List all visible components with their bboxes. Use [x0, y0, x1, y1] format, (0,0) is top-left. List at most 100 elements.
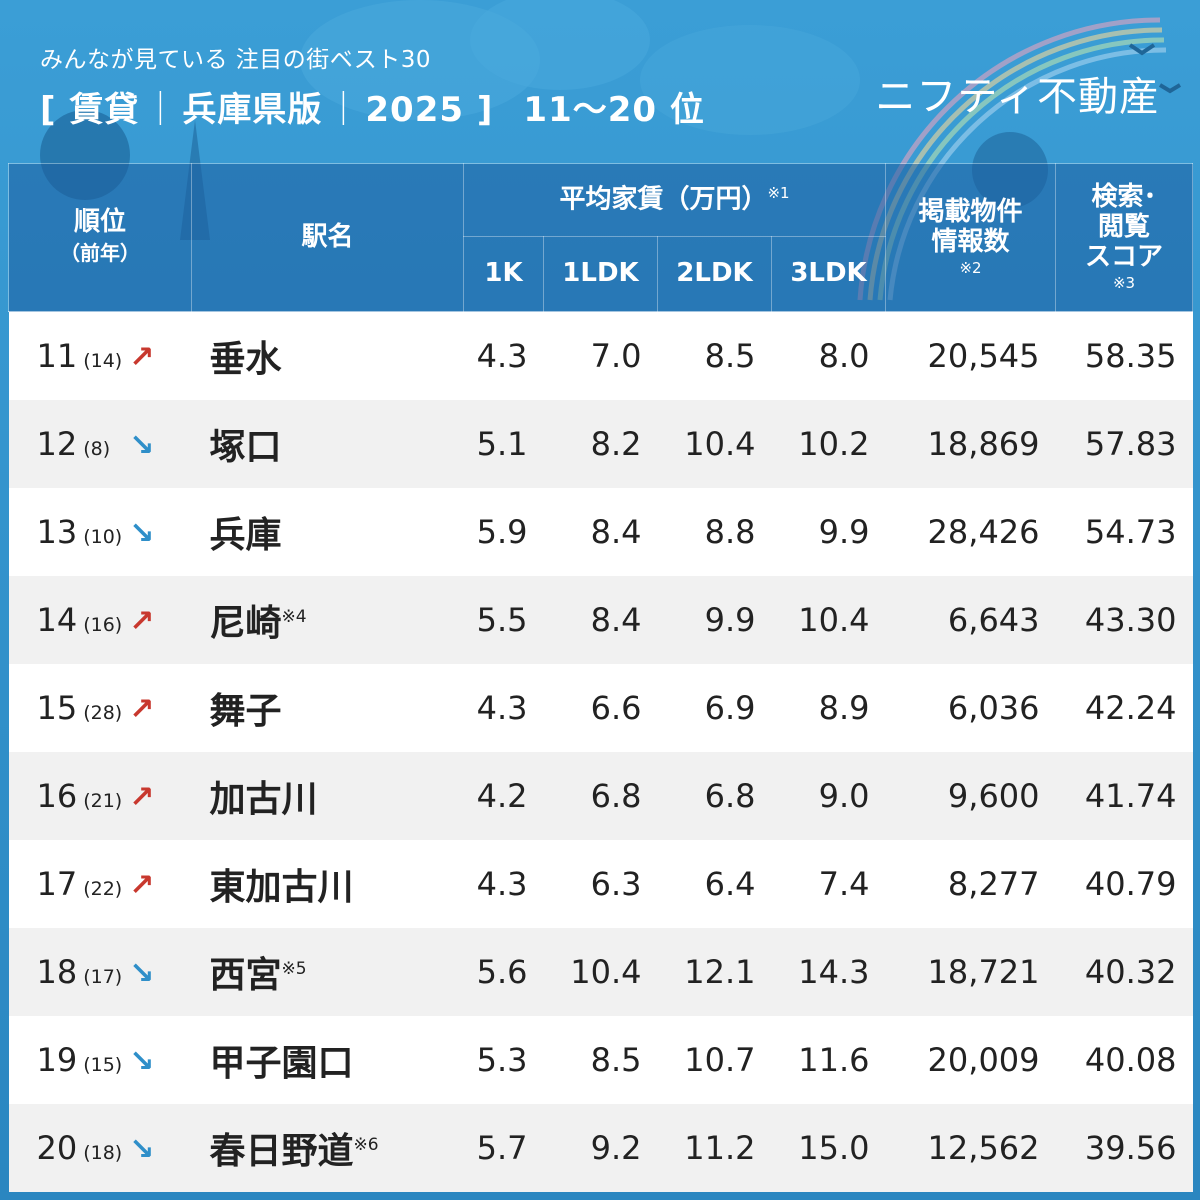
rent-3ldk: 15.0 [771, 1104, 886, 1192]
search-score: 42.24 [1055, 664, 1193, 752]
header-rank-label: 順位 [73, 206, 126, 237]
rent-3ldk: 10.2 [771, 400, 886, 488]
previous-rank: (22) [83, 878, 123, 900]
table-row: 14 (16) ↗ 尼崎※4 5.5 8.4 9.9 10.4 6,643 43.30 [8, 576, 1193, 664]
search-score: 54.73 [1055, 488, 1193, 576]
previous-rank: (16) [83, 614, 123, 636]
search-score: 58.35 [1055, 311, 1193, 400]
trend-up-icon: ↗ [129, 868, 155, 903]
station-name: 東加古川 [209, 867, 354, 908]
brand-logo: ニフティ不動産 [875, 74, 1160, 120]
header-listings: 掲載物件 情報数 ※2 [885, 163, 1057, 312]
header-rent-label: 平均家賃（万円） [559, 184, 768, 215]
rank-cell: 13 (10) ↘ [8, 488, 192, 576]
rent-3ldk: 9.9 [771, 488, 886, 576]
station-cell: 加古川 [191, 752, 464, 840]
rank-cell: 17 (22) ↗ [8, 840, 192, 928]
listings-count: 12,562 [885, 1104, 1056, 1192]
header-score-note: ※3 [1112, 273, 1136, 292]
previous-rank: (14) [83, 350, 123, 372]
rank-number: 14 [36, 601, 78, 639]
rent-2ldk: 12.1 [657, 928, 772, 1016]
search-score: 39.56 [1055, 1104, 1193, 1192]
rent-3ldk: 7.4 [771, 840, 886, 928]
table-row: 15 (28) ↗ 舞子 4.3 6.6 6.9 8.9 6,036 42.24 [8, 664, 1193, 752]
rent-1ldk: 8.4 [543, 488, 658, 576]
trend-down-icon: ↘ [129, 956, 155, 991]
listings-count: 6,643 [885, 576, 1056, 664]
rank-number: 19 [36, 1041, 78, 1079]
station-name: 垂水 [209, 339, 282, 380]
rent-2ldk: 8.5 [657, 311, 772, 400]
search-score: 40.08 [1055, 1016, 1193, 1104]
header-score: 検索･ 閲覧 スコア ※3 [1055, 163, 1194, 312]
rank-number: 13 [36, 513, 78, 551]
listings-count: 18,869 [885, 400, 1056, 488]
header-1ldk: 1LDK [543, 236, 658, 312]
title-prefecture: 兵庫県版 [182, 90, 323, 130]
search-score: 57.83 [1055, 400, 1193, 488]
table-row: 18 (17) ↘ 西宮※5 5.6 10.4 12.1 14.3 18,721 40.32 [8, 928, 1193, 1016]
rent-1ldk: 6.8 [543, 752, 658, 840]
station-name: 塚口 [209, 427, 282, 468]
rent-1k: 4.3 [463, 664, 544, 752]
listings-count: 18,721 [885, 928, 1056, 1016]
header-3ldk: 3LDK [770, 236, 887, 312]
header: みんなが見ている 注目の街ベスト30 [ 賃貸｜兵庫県版｜ 2025 ] 11〜20… [0, 0, 1200, 165]
rent-3ldk: 14.3 [771, 928, 886, 1016]
rent-1ldk: 8.2 [543, 400, 658, 488]
title-year: 2025 ] [365, 90, 494, 130]
title-open: [ 賃貸 [40, 90, 140, 130]
trend-down-icon: ↘ [129, 428, 155, 463]
rent-1ldk: 8.5 [543, 1016, 658, 1104]
station-name: 春日野道 [209, 1131, 354, 1172]
header-rent: 平均家賃（万円）※1 [462, 163, 887, 237]
rank-cell: 18 (17) ↘ [8, 928, 192, 1016]
listings-count: 28,426 [885, 488, 1056, 576]
rent-3ldk: 11.6 [771, 1016, 886, 1104]
listings-count: 20,009 [885, 1016, 1056, 1104]
rank-number: 15 [36, 689, 78, 727]
trend-down-icon: ↘ [129, 1044, 155, 1079]
title-separator: ｜ [326, 90, 362, 130]
rent-2ldk: 9.9 [657, 576, 772, 664]
header-rent-note: ※1 [767, 183, 790, 202]
station-cell: 尼崎※4 [191, 576, 464, 664]
rank-cell: 20 (18) ↘ [8, 1104, 192, 1192]
rank-number: 11 [36, 337, 78, 375]
rent-1ldk: 6.6 [543, 664, 658, 752]
rent-2ldk: 11.2 [657, 1104, 772, 1192]
header-station: 駅名 [191, 163, 464, 312]
rent-1ldk: 9.2 [543, 1104, 658, 1192]
header-listings-line1: 掲載物件 [918, 196, 1023, 227]
table-row: 20 (18) ↘ 春日野道※6 5.7 9.2 11.2 15.0 12,562 39.56 [8, 1104, 1193, 1192]
rank-cell: 14 (16) ↗ [8, 576, 192, 664]
rent-1k: 5.5 [463, 576, 544, 664]
station-name: 兵庫 [209, 515, 282, 556]
trend-up-icon: ↗ [129, 780, 155, 815]
header-rank-sub: （前年） [60, 240, 140, 265]
station-note: ※4 [281, 607, 307, 627]
rank-number: 12 [36, 425, 78, 463]
rent-1k: 5.9 [463, 488, 544, 576]
station-cell: 舞子 [191, 664, 464, 752]
rent-1k: 5.1 [463, 400, 544, 488]
previous-rank: (15) [83, 1054, 123, 1076]
rank-cell: 15 (28) ↗ [8, 664, 192, 752]
table-row: 12 (8) ↘ 塚口 5.1 8.2 10.4 10.2 18,869 57.83 [8, 400, 1193, 488]
table-row: 17 (22) ↗ 東加古川 4.3 6.3 6.4 7.4 8,277 40.79 [8, 840, 1193, 928]
rent-1ldk: 7.0 [543, 311, 658, 400]
rent-2ldk: 6.9 [657, 664, 772, 752]
header-listings-note: ※2 [959, 258, 982, 277]
rent-2ldk: 8.8 [657, 488, 772, 576]
rank-cell: 16 (21) ↗ [8, 752, 192, 840]
header-rank: 順位 （前年） [8, 163, 192, 312]
rank-number: 17 [36, 865, 78, 903]
trend-down-icon: ↘ [129, 516, 155, 551]
previous-rank: (17) [83, 966, 123, 988]
station-name: 舞子 [209, 691, 282, 732]
rent-2ldk: 6.8 [657, 752, 772, 840]
previous-rank: (21) [83, 790, 123, 812]
rent-1k: 5.3 [463, 1016, 544, 1104]
rent-3ldk: 9.0 [771, 752, 886, 840]
